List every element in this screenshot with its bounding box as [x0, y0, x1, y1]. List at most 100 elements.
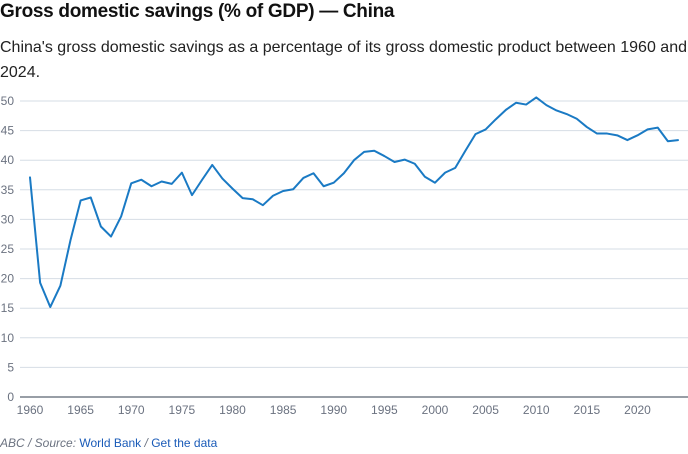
x-tick-label: 1995: [371, 403, 398, 417]
x-tick-label: 2005: [472, 403, 499, 417]
data-point[interactable]: [502, 106, 510, 114]
y-tick-label: 15: [1, 301, 15, 315]
chart-title: Gross domestic savings (% of GDP) — Chin…: [0, 1, 395, 22]
data-point[interactable]: [158, 178, 166, 186]
data-point[interactable]: [340, 169, 348, 177]
data-point[interactable]: [522, 101, 530, 109]
data-point[interactable]: [198, 176, 206, 184]
x-tick-label: 1975: [169, 403, 196, 417]
y-tick-label: 5: [7, 360, 14, 374]
data-point[interactable]: [441, 169, 449, 177]
x-tick-label: 2000: [422, 403, 449, 417]
data-point[interactable]: [482, 125, 490, 133]
y-tick-label: 25: [1, 242, 15, 256]
series-line-china: [29, 96, 679, 309]
y-tick-label: 45: [1, 124, 15, 138]
data-point[interactable]: [249, 195, 257, 203]
data-point[interactable]: [360, 148, 368, 156]
y-tick-label: 20: [1, 272, 15, 286]
data-point[interactable]: [26, 173, 34, 181]
footer-separator: /: [144, 436, 148, 450]
gridlines: [20, 100, 688, 398]
x-tick-label: 1965: [67, 403, 94, 417]
data-point[interactable]: [421, 173, 429, 181]
chart-footer: ABC / Source: World Bank / Get the data: [0, 436, 217, 450]
data-point[interactable]: [46, 303, 54, 311]
x-tick-label: 1970: [118, 403, 145, 417]
data-point[interactable]: [380, 152, 388, 160]
data-point[interactable]: [461, 147, 469, 155]
x-tick-label: 1985: [270, 403, 297, 417]
data-point[interactable]: [127, 179, 135, 187]
data-point[interactable]: [208, 161, 216, 169]
data-point[interactable]: [613, 131, 621, 139]
x-tick-label: 2015: [574, 403, 601, 417]
x-tick-label: 1990: [320, 403, 347, 417]
data-point[interactable]: [178, 169, 186, 177]
data-point[interactable]: [259, 201, 267, 209]
data-point[interactable]: [299, 174, 307, 182]
data-point[interactable]: [168, 180, 176, 188]
data-point[interactable]: [573, 115, 581, 123]
data-point[interactable]: [654, 124, 662, 132]
data-point[interactable]: [644, 125, 652, 133]
source-link[interactable]: World Bank: [79, 436, 142, 450]
y-tick-label: 30: [1, 212, 15, 226]
data-point[interactable]: [56, 282, 64, 290]
data-point[interactable]: [279, 187, 287, 195]
data-point[interactable]: [512, 99, 520, 107]
data-point[interactable]: [664, 137, 672, 145]
data-point[interactable]: [36, 279, 44, 287]
y-axis-ticks: 0 5 10 15 20 25 30 35 40 45 50: [1, 94, 15, 404]
x-tick-label: 1980: [219, 403, 246, 417]
data-point[interactable]: [67, 236, 75, 244]
series-layer: [26, 93, 682, 311]
data-point[interactable]: [583, 123, 591, 131]
data-point[interactable]: [401, 156, 409, 164]
data-point[interactable]: [330, 179, 338, 187]
data-point[interactable]: [492, 115, 500, 123]
data-point[interactable]: [411, 160, 419, 168]
data-point[interactable]: [97, 223, 105, 231]
data-point[interactable]: [623, 136, 631, 144]
data-point[interactable]: [320, 182, 328, 190]
data-point[interactable]: [563, 110, 571, 118]
data-point[interactable]: [310, 169, 318, 177]
get-data-link[interactable]: Get the data: [151, 436, 218, 450]
data-point[interactable]: [674, 136, 682, 144]
data-point[interactable]: [472, 130, 480, 138]
data-point[interactable]: [634, 131, 642, 139]
x-tick-label: 2010: [523, 403, 550, 417]
data-point[interactable]: [350, 156, 358, 164]
data-point[interactable]: [532, 93, 540, 101]
data-point[interactable]: [107, 233, 115, 241]
y-tick-label: 40: [1, 153, 15, 167]
data-point[interactable]: [553, 106, 561, 114]
x-axis-ticks: 1960 1965 1970 1975 1980 1985 1990 1995 2000 2005…: [17, 403, 652, 417]
source-prefix: ABC / Source:: [0, 436, 77, 450]
data-point[interactable]: [593, 130, 601, 138]
data-point[interactable]: [148, 182, 156, 190]
data-point[interactable]: [542, 101, 550, 109]
data-point[interactable]: [451, 164, 459, 172]
y-tick-label: 10: [1, 331, 15, 345]
data-point[interactable]: [370, 147, 378, 155]
data-point[interactable]: [137, 176, 145, 184]
y-tick-label: 0: [7, 390, 14, 404]
data-point[interactable]: [87, 193, 95, 201]
data-point[interactable]: [77, 196, 85, 204]
data-point[interactable]: [391, 158, 399, 166]
y-tick-label: 35: [1, 183, 15, 197]
chart-subtitle: China's gross domestic savings as a perc…: [0, 39, 687, 81]
data-point[interactable]: [229, 185, 237, 193]
data-point[interactable]: [239, 194, 247, 202]
data-point[interactable]: [188, 191, 196, 199]
data-point[interactable]: [269, 192, 277, 200]
line-chart: 0 5 10 15 20 25 30 35 40 45 50 1960 1965 1970 1975 198…: [1, 93, 688, 417]
data-point[interactable]: [289, 185, 297, 193]
y-tick-label: 50: [1, 94, 15, 108]
data-point[interactable]: [218, 175, 226, 183]
data-point[interactable]: [431, 179, 439, 187]
data-point[interactable]: [117, 212, 125, 220]
data-point[interactable]: [603, 130, 611, 138]
